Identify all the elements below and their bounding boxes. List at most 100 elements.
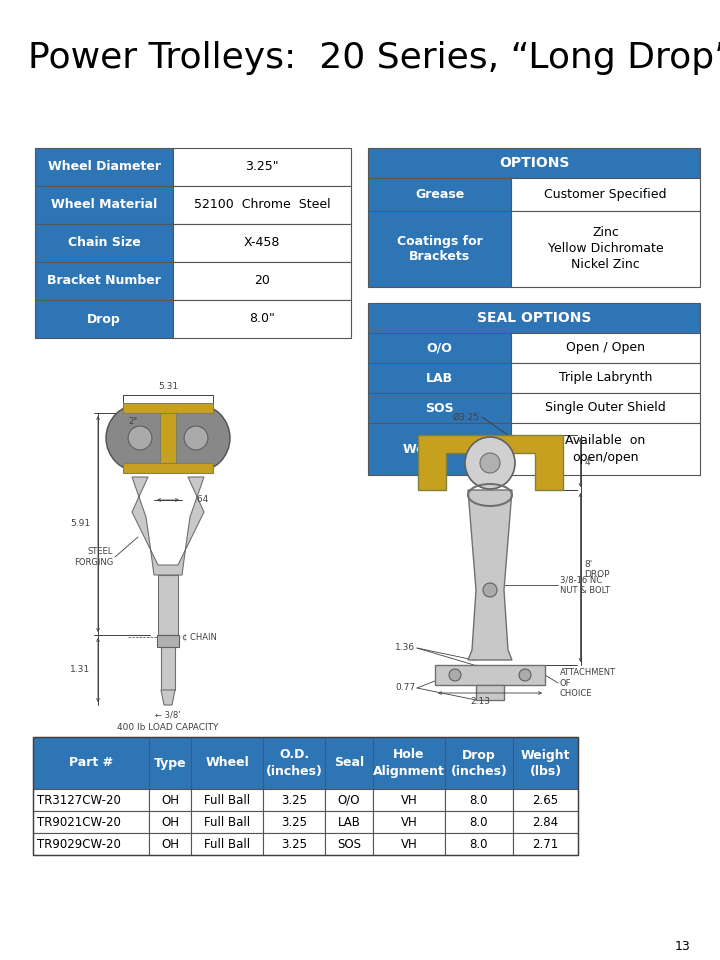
Text: 8'
DROP: 8' DROP: [585, 560, 610, 579]
Text: 400 lb LOAD CAPACITY: 400 lb LOAD CAPACITY: [117, 723, 219, 732]
Bar: [33, 737, 149, 789]
Bar: [513, 811, 578, 833]
Bar: [263, 789, 325, 811]
Text: Chain Size: Chain Size: [68, 236, 140, 250]
Bar: [161, 635, 175, 690]
Bar: [368, 178, 511, 211]
Text: 2°: 2°: [128, 417, 138, 425]
Bar: [191, 737, 263, 789]
Bar: [325, 789, 373, 811]
Text: Customer Specified: Customer Specified: [544, 188, 667, 201]
Text: 3.25: 3.25: [281, 837, 307, 851]
Text: O/O: O/O: [426, 342, 452, 354]
Bar: [35, 300, 173, 338]
Text: 2.84: 2.84: [532, 815, 559, 828]
Bar: [368, 333, 511, 363]
Bar: [123, 403, 213, 413]
Text: 20: 20: [254, 275, 270, 287]
Text: TR9029CW-20: TR9029CW-20: [37, 837, 121, 851]
Bar: [149, 811, 191, 833]
Ellipse shape: [480, 453, 500, 473]
Text: 3.25: 3.25: [281, 815, 307, 828]
Text: Wheel Material: Wheel Material: [51, 199, 157, 211]
Bar: [445, 737, 513, 789]
Ellipse shape: [483, 583, 497, 597]
Bar: [191, 789, 263, 811]
Text: Power Trolleys:  20 Series, “Long Drop”: Power Trolleys: 20 Series, “Long Drop”: [28, 41, 720, 75]
Polygon shape: [161, 690, 175, 705]
Text: Type: Type: [153, 756, 186, 770]
Text: OH: OH: [161, 837, 179, 851]
Bar: [511, 363, 700, 393]
Text: Coatings for
Brackets: Coatings for Brackets: [397, 234, 482, 263]
Bar: [33, 833, 149, 855]
Ellipse shape: [465, 437, 515, 489]
Ellipse shape: [128, 426, 152, 450]
Bar: [173, 224, 351, 262]
Bar: [511, 211, 700, 287]
Text: 2.65: 2.65: [532, 794, 559, 806]
Bar: [157, 635, 179, 647]
Text: TR3127CW-20: TR3127CW-20: [37, 794, 121, 806]
Bar: [33, 789, 149, 811]
Bar: [373, 789, 445, 811]
Text: Full Ball: Full Ball: [204, 837, 250, 851]
Text: LAB: LAB: [338, 815, 361, 828]
Text: SEAL OPTIONS: SEAL OPTIONS: [477, 311, 591, 325]
Text: 8.0: 8.0: [469, 837, 488, 851]
Text: VH: VH: [400, 794, 418, 806]
Text: 3.25": 3.25": [246, 160, 279, 174]
Text: 1.31: 1.31: [70, 665, 90, 675]
Text: Drop: Drop: [87, 313, 121, 325]
Text: ATTACHMENT
OF
CHOICE: ATTACHMENT OF CHOICE: [560, 668, 616, 698]
Bar: [263, 833, 325, 855]
Text: OH: OH: [161, 794, 179, 806]
Text: 1°: 1°: [128, 404, 138, 414]
Text: ← 3/8’: ← 3/8’: [155, 710, 181, 719]
Bar: [173, 148, 351, 186]
Bar: [373, 811, 445, 833]
Text: 2.71: 2.71: [532, 837, 559, 851]
Polygon shape: [132, 477, 204, 575]
Bar: [263, 737, 325, 789]
Bar: [368, 363, 511, 393]
Text: 13: 13: [674, 940, 690, 952]
Polygon shape: [418, 435, 562, 490]
Text: Weight
(lbs): Weight (lbs): [521, 749, 570, 778]
Text: LAB: LAB: [426, 372, 453, 385]
Bar: [33, 737, 578, 855]
Text: 2.13: 2.13: [470, 697, 490, 706]
Text: Zinc
Yellow Dichromate
Nickel Zinc: Zinc Yellow Dichromate Nickel Zinc: [548, 227, 663, 272]
Text: 0.77: 0.77: [395, 684, 415, 692]
Text: Seal: Seal: [334, 756, 364, 770]
Text: Full Ball: Full Ball: [204, 794, 250, 806]
Text: 1.36: 1.36: [395, 643, 415, 653]
Bar: [33, 811, 149, 833]
Bar: [191, 833, 263, 855]
Bar: [476, 685, 504, 700]
Bar: [160, 413, 176, 463]
Bar: [511, 393, 700, 423]
Text: QUANTUM: QUANTUM: [476, 454, 504, 460]
Bar: [263, 811, 325, 833]
Text: STEEL
FORGING: STEEL FORGING: [73, 547, 113, 566]
Bar: [35, 224, 173, 262]
Text: 52100  Chrome  Steel: 52100 Chrome Steel: [194, 199, 330, 211]
Bar: [511, 423, 700, 475]
Text: SOS: SOS: [337, 837, 361, 851]
Text: O/O: O/O: [338, 794, 360, 806]
Bar: [149, 833, 191, 855]
Bar: [173, 262, 351, 300]
Text: 8.0: 8.0: [469, 794, 488, 806]
Bar: [149, 737, 191, 789]
Bar: [35, 148, 173, 186]
Bar: [325, 811, 373, 833]
Ellipse shape: [519, 669, 531, 681]
Bar: [511, 178, 700, 211]
Bar: [149, 789, 191, 811]
Text: 8.0: 8.0: [469, 815, 488, 828]
Text: Ø3.25: Ø3.25: [453, 413, 480, 421]
Bar: [435, 665, 545, 685]
Bar: [445, 789, 513, 811]
Bar: [513, 833, 578, 855]
